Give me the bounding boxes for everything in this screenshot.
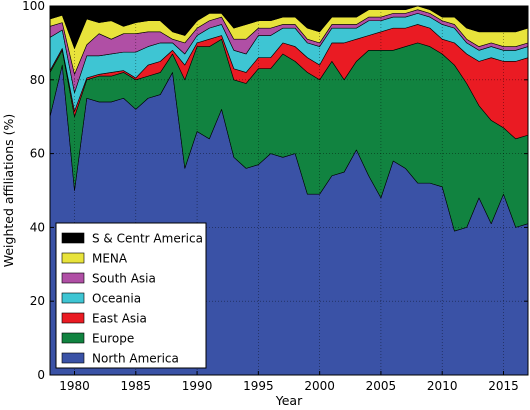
legend-label: South Asia (92, 272, 156, 286)
legend-swatch (61, 312, 85, 324)
legend-label: North America (92, 352, 179, 366)
legend-swatch (61, 352, 85, 364)
x-tick-label: 2005 (366, 379, 397, 393)
x-tick-label: 1980 (59, 379, 90, 393)
y-tick-label: 80 (30, 73, 45, 87)
x-tick-label: 1990 (182, 379, 213, 393)
legend-label: S & Centr America (92, 232, 203, 246)
legend-label: MENA (92, 252, 128, 266)
x-tick-label: 2010 (427, 379, 458, 393)
legend-swatch (61, 252, 85, 264)
x-axis: 1980 1985 1990 1995 2000 2005 2010 2015 (59, 6, 519, 393)
legend-swatch (61, 292, 85, 304)
x-tick-label: 2000 (304, 379, 335, 393)
y-tick-label: 0 (37, 368, 45, 382)
y-tick-label: 20 (30, 294, 45, 308)
legend: S & Centr America MENA South Asia Oceania Ea… (55, 222, 207, 369)
x-tick-label: 1985 (121, 379, 152, 393)
legend-swatch (61, 332, 85, 344)
y-axis-label: Weighted affiliations (%) (1, 114, 16, 268)
x-axis-label: Year (275, 393, 303, 408)
y-tick-label: 100 (22, 0, 45, 13)
x-tick-label: 2015 (488, 379, 519, 393)
y-axis: 0 20 40 60 80 100 (22, 0, 528, 382)
legend-swatch (61, 232, 85, 244)
y-tick-label: 40 (30, 220, 45, 234)
legend-label: Oceania (92, 292, 141, 306)
legend-label: East Asia (92, 312, 147, 326)
x-tick-label: 1995 (243, 379, 274, 393)
legend-swatch (61, 272, 85, 284)
legend-label: Europe (92, 332, 134, 346)
plot-frame (49, 5, 529, 376)
y-tick-label: 60 (30, 147, 45, 161)
